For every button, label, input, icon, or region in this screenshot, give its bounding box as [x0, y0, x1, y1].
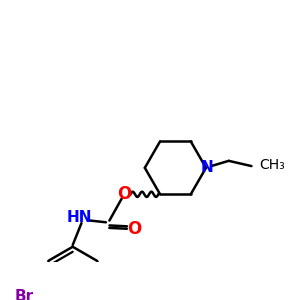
- Text: HN: HN: [67, 210, 92, 225]
- Text: CH₃: CH₃: [259, 158, 285, 172]
- Text: Br: Br: [14, 289, 34, 300]
- Text: O: O: [117, 185, 131, 203]
- Text: N: N: [200, 160, 213, 175]
- Text: O: O: [127, 220, 141, 238]
